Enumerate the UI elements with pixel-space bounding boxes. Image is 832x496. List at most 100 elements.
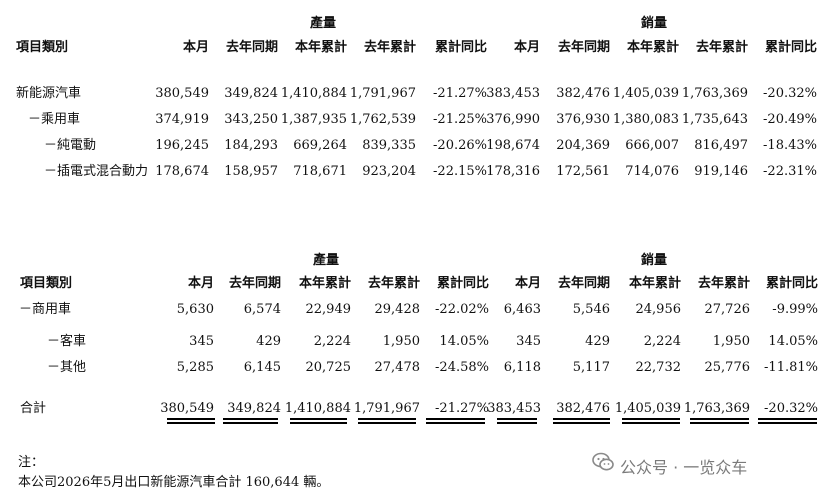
column-header: 去年累計 [695, 40, 748, 55]
table-cell: -9.99% [772, 302, 818, 317]
column-header: 累計同比 [765, 276, 818, 291]
table-cell: 184,293 [224, 138, 278, 153]
total-cell: 349,824 [227, 401, 281, 416]
table-cell: 27,726 [704, 302, 751, 317]
table-cell: 178,316 [486, 164, 540, 179]
double-underline [497, 418, 537, 420]
category-header: 項目類別 [16, 40, 69, 55]
row-label: 新能源汽車 [16, 86, 82, 101]
table-cell: 5,285 [176, 360, 214, 375]
total-cell: -20.32% [764, 401, 818, 416]
table-cell: 1,791,967 [349, 86, 416, 101]
column-header: 去年同期 [557, 276, 610, 291]
table-cell: 345 [189, 334, 214, 349]
table-cell: 343,250 [224, 112, 278, 127]
table-cell: 1,405,039 [612, 86, 679, 101]
double-underline [290, 422, 347, 424]
notes-line: 本公司2026年5月出口新能源汽車合計 160,644 輛。 [18, 475, 330, 490]
table-cell: 714,076 [625, 164, 679, 179]
double-underline [622, 418, 680, 420]
table-cell: -22.02% [435, 302, 489, 317]
table-cell: 6,118 [503, 360, 541, 375]
table-cell: -20.49% [763, 112, 817, 127]
row-label: －客車 [47, 334, 87, 349]
table-cell: 923,204 [362, 164, 416, 179]
column-header: 本月 [513, 40, 540, 55]
table-cell: 6,463 [503, 302, 541, 317]
table-cell: 24,956 [635, 302, 682, 317]
column-header: 本月 [514, 276, 541, 291]
table-cell: 345 [516, 334, 541, 349]
column-header: 去年累計 [363, 40, 416, 55]
table-cell: 25,776 [704, 360, 751, 375]
category-header: 項目類別 [20, 276, 73, 291]
table-cell: -22.31% [763, 164, 817, 179]
double-underline [690, 418, 749, 420]
double-underline [758, 422, 817, 424]
double-underline [358, 418, 416, 420]
double-underline [690, 422, 749, 424]
table-cell: 429 [256, 334, 281, 349]
wechat-icon [592, 452, 614, 471]
column-header: 本年累計 [298, 276, 351, 291]
table-cell: 382,476 [556, 86, 610, 101]
table-cell: 1,950 [712, 334, 750, 349]
table-cell: -20.32% [763, 86, 817, 101]
table-cell: -22.15% [433, 164, 487, 179]
total-cell: 383,453 [487, 401, 541, 416]
table-cell: -24.58% [435, 360, 489, 375]
total-label: 合計 [20, 401, 47, 416]
column-header: 本年累計 [628, 276, 681, 291]
total-cell: -21.27% [435, 401, 489, 416]
total-cell: 1,791,967 [353, 401, 420, 416]
double-underline [758, 418, 817, 420]
double-underline [167, 418, 215, 420]
table-cell: 919,146 [694, 164, 748, 179]
table-cell: 6,574 [243, 302, 281, 317]
double-underline [426, 418, 485, 420]
table-cell: 158,957 [224, 164, 278, 179]
table-cell: 376,990 [486, 112, 540, 127]
notes-title: 注： [18, 455, 45, 470]
table-cell: 380,549 [155, 86, 209, 101]
watermark-text: 公众号 · 一览众车 [620, 458, 748, 477]
table-cell: 6,145 [243, 360, 281, 375]
table-cell: 2,224 [313, 334, 351, 349]
double-underline [622, 422, 680, 424]
table-cell: -21.27% [433, 86, 487, 101]
double-underline [426, 422, 485, 424]
column-header: 去年累計 [367, 276, 420, 291]
table-cell: 29,428 [374, 302, 421, 317]
group-header-sales: 銷量 [641, 16, 668, 31]
column-header: 去年累計 [697, 276, 750, 291]
double-underline [223, 422, 278, 424]
table-cell: 669,264 [293, 138, 347, 153]
double-underline [553, 422, 610, 424]
table-cell: 1,950 [382, 334, 420, 349]
column-header: 去年同期 [228, 276, 281, 291]
column-header: 本年累計 [294, 40, 347, 55]
table-cell: 1,763,369 [681, 86, 748, 101]
table-cell: 839,335 [362, 138, 416, 153]
double-underline [497, 422, 537, 424]
group-header-production: 產量 [313, 253, 340, 268]
table-cell: 1,735,643 [681, 112, 748, 127]
table-cell: 2,224 [643, 334, 681, 349]
table-cell: 5,117 [572, 360, 610, 375]
table-cell: 718,671 [293, 164, 347, 179]
total-cell: 1,410,884 [284, 401, 351, 416]
table-cell: 204,369 [556, 138, 610, 153]
group-header-production: 產量 [310, 16, 337, 31]
table-cell: 816,497 [694, 138, 748, 153]
table-cell: 196,245 [155, 138, 209, 153]
table-cell: 14.05% [439, 334, 489, 349]
table-cell: 198,674 [486, 138, 540, 153]
column-header: 本月 [187, 276, 214, 291]
total-cell: 1,763,369 [683, 401, 750, 416]
double-underline [167, 422, 215, 424]
row-label: －其他 [47, 360, 87, 375]
table-cell: 376,930 [556, 112, 610, 127]
table-cell: 1,410,884 [280, 86, 347, 101]
double-underline [223, 418, 278, 420]
table-cell: 666,007 [625, 138, 679, 153]
